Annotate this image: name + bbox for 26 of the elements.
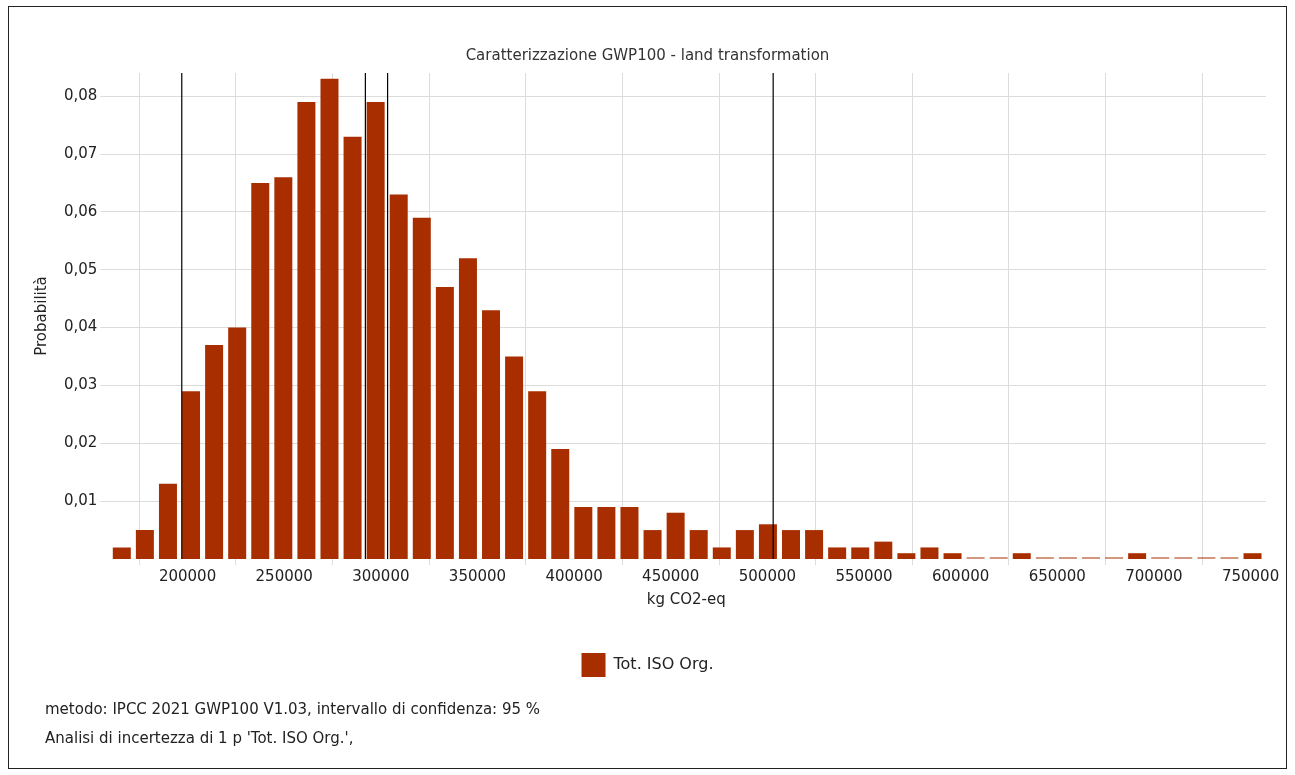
y-axis-title: Probabilità — [31, 276, 50, 356]
legend-label: Tot. ISO Org. — [612, 654, 714, 674]
x-tick-label: 700000 — [1125, 566, 1183, 585]
x-tick-label: 400000 — [545, 566, 603, 585]
text: metodo: IPCC 2021 GWP100 V1.03, intervallo di confidenza: 95 % — [45, 699, 541, 720]
y-tick-label: 0,08 — [63, 86, 98, 105]
x-tick-label: 300000 — [352, 566, 410, 585]
x-tick-label: 600000 — [932, 566, 990, 585]
text: Analisi di incertezza di 1 p 'Tot. ISO Org.', — [45, 728, 355, 749]
y-tick-label: 0,03 — [63, 375, 98, 394]
x-tick-label: 250000 — [255, 566, 313, 585]
x-tick-label: 500000 — [738, 566, 796, 585]
x-tick-label: 550000 — [835, 566, 893, 585]
y-tick-label: 0,05 — [63, 259, 98, 278]
x-tick-label: 650000 — [1028, 566, 1086, 585]
y-tick-label: 0,01 — [63, 491, 98, 510]
y-tick-label: 0,06 — [63, 201, 98, 220]
x-tick-label: 450000 — [642, 566, 700, 585]
x-tick-label: 200000 — [158, 566, 217, 585]
x-tick-label: 750000 — [1221, 566, 1280, 585]
x-tick-label: 350000 — [448, 566, 507, 585]
y-tick-label: 0,07 — [63, 143, 98, 162]
chart-title: Caratterizzazione GWP100 - land transformation — [465, 45, 830, 64]
y-tick-label: 0,02 — [63, 433, 98, 452]
y-tick-label: 0,04 — [63, 317, 98, 336]
x-axis-title: kg CO2-eq — [646, 589, 726, 608]
